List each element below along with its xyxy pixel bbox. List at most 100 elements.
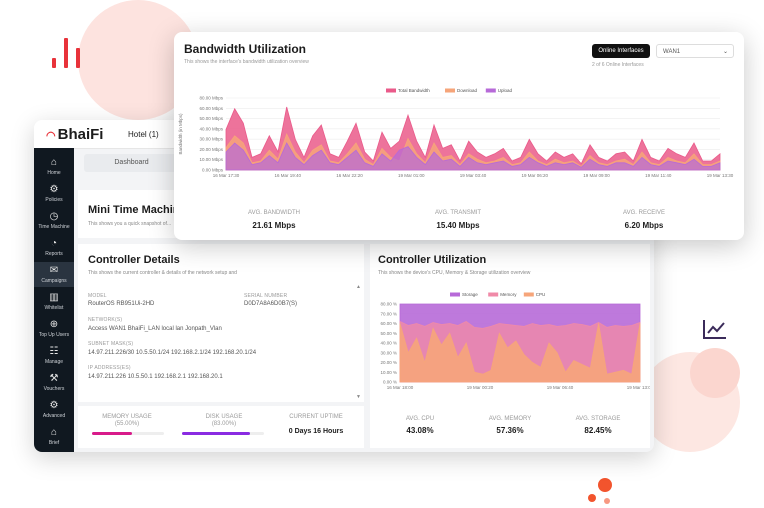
scroll-up-icon[interactable]: ▲ bbox=[356, 284, 361, 290]
legend-swatch bbox=[386, 88, 396, 93]
y-tick-label: 60.00 Mbps bbox=[199, 106, 223, 111]
sidebar-item-top-up-users[interactable]: ⊕ Top Up Users bbox=[34, 316, 74, 341]
sidebar-item-label: Manage bbox=[44, 359, 64, 365]
network-value: Access WAN1 BhaiFi_LAN local lan Jonpath… bbox=[88, 326, 222, 332]
sidebar-item-time-machine[interactable]: ◷ Time Machine bbox=[34, 208, 74, 233]
legend-swatch bbox=[450, 292, 460, 297]
y-tick-label: 0.00 % bbox=[383, 380, 397, 385]
decorative-circle bbox=[690, 348, 740, 398]
subnet-value: 14.97.211.226/30 10.5.50.1/24 192.168.2.… bbox=[88, 350, 257, 356]
sidebar-item-label: Time Machine bbox=[38, 224, 70, 230]
bandwidth-chart: 80.00 Mbps 60.00 Mbps 50.00 Mbps 40.00 Mbps… bbox=[178, 88, 734, 178]
bandwidth-subtitle: This shows the interface's bandwidth uti… bbox=[184, 59, 309, 65]
usage-stats-panel: MEMORY USAGE (55.00%) DISK USAGE (83.00%… bbox=[78, 406, 364, 448]
scroll-down-icon[interactable]: ▼ bbox=[356, 394, 361, 400]
x-tick-label: 19 Mar 03:40 bbox=[460, 173, 487, 178]
y-tick-label: 0.00 Mbps bbox=[202, 168, 224, 173]
sidebar-item-manage[interactable]: ☷ Manage bbox=[34, 343, 74, 368]
ip-value: 14.97.211.226 10.5.50.1 192.168.2.1 192.… bbox=[88, 374, 223, 380]
disk-usage-bar bbox=[182, 432, 264, 435]
sidebar: ⌂ Home ⚙ Policies ◷ Time Machine ◔ Reports ✉ Camp… bbox=[34, 148, 74, 452]
serial-label: SERIAL NUMBER bbox=[244, 293, 288, 299]
avg-bandwidth-label: AVG. BANDWIDTH bbox=[248, 210, 300, 216]
sidebar-item-advanced[interactable]: ⚙ Advanced bbox=[34, 397, 74, 422]
sidebar-item-campaigns[interactable]: ✉ Campaigns bbox=[34, 262, 74, 287]
controller-utilization-subtitle: This shows the device's CPU, Memory & St… bbox=[378, 270, 531, 276]
legend-label: Storage bbox=[462, 292, 478, 297]
ip-label: IP ADDRESS(ES) bbox=[88, 365, 131, 371]
avg-cpu-value: 43.08% bbox=[406, 426, 434, 435]
x-tick-label: 16 Mar 19:40 bbox=[274, 173, 301, 178]
reports-icon: ◔ bbox=[50, 238, 58, 249]
interface-select-value: WAN1 bbox=[663, 49, 681, 55]
interfaces-note: 2 of 6 Online Interfaces bbox=[592, 62, 644, 68]
advanced-icon: ⚙ bbox=[49, 400, 59, 411]
uptime-value: 0 Days 16 Hours bbox=[288, 428, 344, 435]
sidebar-item-label: Advanced bbox=[42, 413, 66, 419]
y-tick-label: 80.00 Mbps bbox=[199, 96, 223, 101]
memory-usage-fill bbox=[92, 432, 132, 435]
sidebar-item-home[interactable]: ⌂ Home bbox=[34, 154, 74, 179]
wifi-icon: ◠ bbox=[46, 130, 56, 142]
avg-storage-label: AVG. STORAGE bbox=[575, 416, 621, 422]
y-tick-label: 50.00 % bbox=[380, 331, 397, 336]
controller-utilization-title: Controller Utilization bbox=[378, 254, 487, 266]
disk-usage-label: DISK USAGE bbox=[205, 414, 243, 420]
x-tick-label: 19 Mar 06:20 bbox=[521, 173, 548, 178]
sidebar-item-label: Top Up Users bbox=[38, 332, 70, 338]
y-tick-label: 10.00 Mbps bbox=[199, 157, 223, 162]
whitelist-icon: ▥ bbox=[49, 292, 59, 303]
y-tick-label: 20.00 % bbox=[380, 360, 397, 365]
sidebar-item-label: Policies bbox=[45, 197, 63, 203]
sidebar-item-label: Vouchers bbox=[43, 386, 65, 392]
sidebar-item-label: Brief bbox=[48, 440, 60, 446]
interface-select[interactable]: WAN1 ⌄ bbox=[656, 44, 734, 58]
bandwidth-title: Bandwidth Utilization bbox=[184, 42, 306, 56]
x-tick-label: 16 Mar 17:30 bbox=[213, 173, 240, 178]
uptime-label: CURRENT UPTIME bbox=[289, 414, 343, 420]
legend-label: CPU bbox=[536, 292, 546, 297]
legend-label: Total Bandwidth bbox=[398, 88, 430, 93]
disk-usage-pct: (83.00%) bbox=[211, 421, 237, 427]
x-tick-label: 16 Mar 22:20 bbox=[336, 173, 363, 178]
decorative-dot bbox=[604, 498, 610, 504]
y-tick-label: 60.00 % bbox=[380, 321, 397, 326]
y-tick-label: 50.00 Mbps bbox=[199, 116, 223, 121]
legend-label: Memory bbox=[500, 292, 517, 297]
sidebar-item-vouchers[interactable]: ⚒ Vouchers bbox=[34, 370, 74, 395]
model-value: RouterOS RB951Ui-2HD bbox=[88, 301, 155, 307]
controller-utilization-panel: Controller Utilization This shows the de… bbox=[370, 244, 650, 448]
mini-time-machine-subtitle: This shows you a quick snapshot of... bbox=[88, 221, 172, 227]
policies-icon: ⚙ bbox=[49, 184, 59, 195]
avg-receive-label: AVG. RECEIVE bbox=[623, 210, 665, 216]
legend-swatch bbox=[523, 292, 534, 297]
online-interfaces-button[interactable]: Online Interfaces bbox=[592, 44, 650, 58]
legend-swatch bbox=[485, 88, 496, 93]
manage-icon: ☷ bbox=[49, 346, 59, 357]
sidebar-item-label: Whitelist bbox=[44, 305, 64, 311]
serial-value: D0D7A8A6D0B7(S) bbox=[244, 301, 298, 307]
y-tick-label: 40.00 % bbox=[380, 341, 397, 346]
controller-details-panel: Controller Details This shows the curren… bbox=[78, 244, 364, 402]
memory-usage-bar bbox=[92, 432, 164, 435]
avg-memory-label: AVG. MEMORY bbox=[488, 416, 532, 422]
memory-usage-label: MEMORY USAGE bbox=[102, 414, 152, 420]
brand-logo[interactable]: ◠ BhaiFi bbox=[46, 126, 104, 143]
sidebar-item-brief[interactable]: ⌂ Brief bbox=[34, 424, 74, 449]
tab-dashboard[interactable]: Dashboard bbox=[84, 154, 179, 172]
subnet-label: SUBNET MASK(S) bbox=[88, 341, 134, 347]
x-tick-label: 19 Mar 13:30 bbox=[707, 173, 734, 178]
avg-cpu-label: AVG. CPU bbox=[405, 416, 435, 422]
avg-receive-value: 6.20 Mbps bbox=[624, 221, 664, 230]
topup-icon: ⊕ bbox=[49, 319, 59, 330]
hotel-selector[interactable]: Hotel (1) bbox=[128, 130, 159, 139]
x-tick-label: 19 Mar 13:00 bbox=[627, 385, 650, 390]
avg-transmit-label: AVG. TRANSMIT bbox=[434, 210, 482, 216]
sidebar-item-reports[interactable]: ◔ Reports bbox=[34, 235, 74, 260]
controller-details-title: Controller Details bbox=[88, 254, 180, 266]
avg-transmit-value: 15.40 Mbps bbox=[436, 221, 480, 230]
x-tick-label: 19 Mar 11:40 bbox=[645, 173, 672, 178]
clock-icon: ◷ bbox=[49, 211, 59, 222]
sidebar-item-policies[interactable]: ⚙ Policies bbox=[34, 181, 74, 206]
sidebar-item-whitelist[interactable]: ▥ Whitelist bbox=[34, 289, 74, 314]
